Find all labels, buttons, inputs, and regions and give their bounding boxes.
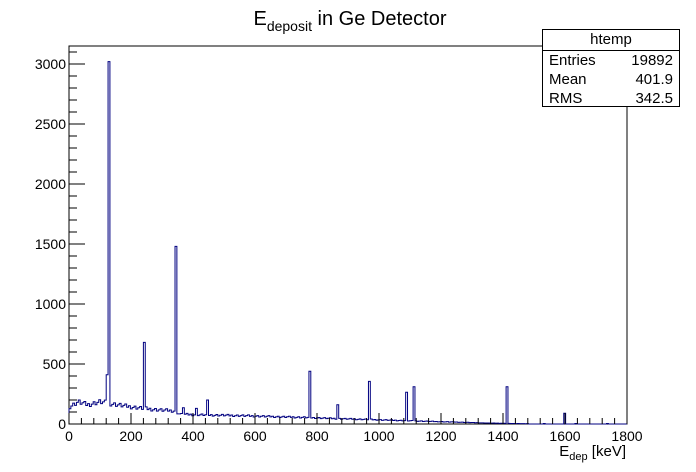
stats-value: 342.5 [635, 90, 673, 107]
stats-title: htemp [543, 30, 679, 51]
stats-row-mean: Mean 401.9 [543, 70, 679, 89]
x-tick-label: 1800 [611, 428, 642, 444]
stats-label: RMS [549, 90, 583, 107]
y-tick-label: 3000 [35, 56, 66, 72]
chart-title: Edeposit in Ge Detector [253, 8, 446, 34]
y-tick-label: 2000 [35, 176, 66, 192]
y-tick-label: 1000 [35, 296, 66, 312]
stats-label: Mean [549, 71, 587, 88]
x-tick-label: 1400 [487, 428, 518, 444]
y-tick-label: 0 [58, 416, 66, 432]
histogram-series [68, 61, 627, 425]
x-tick-label: 1000 [363, 428, 394, 444]
x-tick-label: 400 [181, 428, 205, 444]
y-tick-label: 1500 [35, 236, 66, 252]
x-tick-label: 0 [65, 428, 73, 444]
y-tick-label: 2500 [35, 116, 66, 132]
stats-row-entries: Entries 19892 [543, 51, 679, 70]
x-tick-label: 1600 [549, 428, 580, 444]
stats-box: htemp Entries 19892 Mean 401.9 RMS 342.5 [542, 29, 680, 107]
x-tick-label: 800 [305, 428, 329, 444]
stats-row-rms: RMS 342.5 [543, 89, 679, 108]
x-tick-label: 200 [119, 428, 143, 444]
x-tick-label: 600 [243, 428, 267, 444]
plot-frame [68, 45, 628, 425]
stats-label: Entries [549, 52, 596, 69]
x-tick-label: 1200 [425, 428, 456, 444]
y-tick-label: 500 [43, 356, 67, 372]
x-axis-label: Edep [keV] [559, 443, 626, 463]
stats-value: 401.9 [635, 71, 673, 88]
stats-value: 19892 [631, 52, 673, 69]
